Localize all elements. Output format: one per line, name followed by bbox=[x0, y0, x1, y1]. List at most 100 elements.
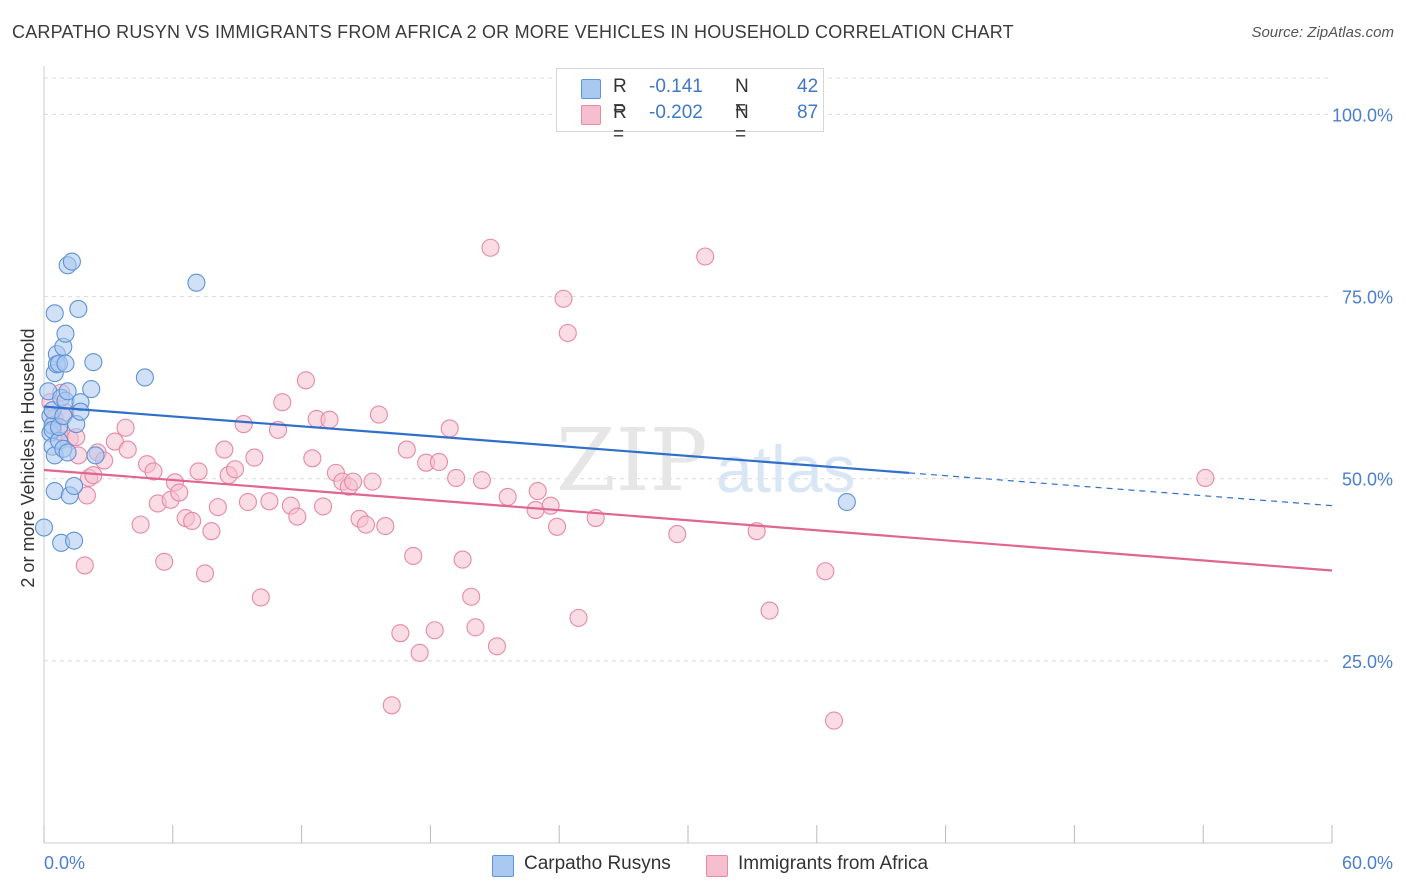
point-carpatho-rusyns bbox=[84, 353, 103, 372]
point-immigrants-from-africa bbox=[429, 452, 449, 472]
point-immigrants-from-africa bbox=[105, 432, 124, 451]
n-label: N = bbox=[735, 102, 749, 145]
series-legend: Carpatho Rusyns Immigrants from Africa bbox=[0, 852, 1406, 878]
point-immigrants-from-africa bbox=[541, 496, 560, 515]
point-immigrants-from-africa bbox=[356, 515, 376, 534]
carpatho-swatch bbox=[492, 855, 514, 877]
n-label: N = bbox=[735, 76, 749, 119]
africa-swatch bbox=[581, 105, 601, 125]
point-immigrants-from-africa bbox=[238, 492, 257, 512]
x-tick-label-max: 60.0% bbox=[1342, 853, 1393, 873]
point-immigrants-from-africa bbox=[558, 323, 577, 343]
point-immigrants-from-africa bbox=[526, 500, 545, 520]
point-immigrants-from-africa bbox=[320, 410, 339, 429]
point-carpatho-rusyns bbox=[71, 402, 90, 421]
point-immigrants-from-africa bbox=[131, 515, 150, 534]
point-immigrants-from-africa bbox=[202, 522, 221, 541]
point-immigrants-from-africa bbox=[118, 440, 137, 459]
n-value: 87 bbox=[797, 102, 819, 123]
trend-line-immigrants-from-africa bbox=[43, 468, 1333, 572]
point-immigrants-from-africa bbox=[462, 587, 481, 606]
point-immigrants-from-africa bbox=[466, 618, 485, 637]
r-value: -0.202 bbox=[649, 102, 703, 123]
point-immigrants-from-africa bbox=[363, 472, 382, 491]
y-tick-label: 25.0% bbox=[1342, 652, 1393, 672]
point-immigrants-from-africa bbox=[344, 472, 363, 491]
r-label: R = bbox=[613, 76, 627, 119]
point-immigrants-from-africa bbox=[75, 556, 94, 575]
point-immigrants-from-africa bbox=[369, 405, 388, 424]
series-carpatho-rusyns bbox=[34, 252, 856, 552]
point-immigrants-from-africa bbox=[116, 418, 135, 437]
point-immigrants-from-africa bbox=[528, 482, 547, 501]
trend-lines bbox=[43, 405, 1333, 572]
point-immigrants-from-africa bbox=[155, 552, 174, 571]
point-immigrants-from-africa bbox=[245, 448, 264, 467]
point-immigrants-from-africa bbox=[498, 487, 517, 506]
point-immigrants-from-africa bbox=[668, 525, 687, 544]
y-tick-label: 100.0% bbox=[1332, 105, 1393, 125]
watermark: ZIP atlas bbox=[556, 411, 855, 511]
tick-labels: 25.0% 50.0% 75.0% 100.0% 0.0% 60.0% bbox=[44, 105, 1393, 873]
point-immigrants-from-africa bbox=[226, 460, 245, 479]
watermark-atlas: atlas bbox=[716, 432, 855, 506]
point-immigrants-from-africa bbox=[481, 238, 500, 257]
point-immigrants-from-africa bbox=[487, 637, 506, 656]
point-immigrants-from-africa bbox=[824, 711, 844, 730]
point-carpatho-rusyns bbox=[62, 252, 81, 271]
trend-extension-carpatho-rusyns bbox=[909, 472, 1333, 507]
point-immigrants-from-africa bbox=[382, 696, 401, 715]
point-immigrants-from-africa bbox=[425, 621, 444, 640]
point-immigrants-from-africa bbox=[215, 440, 234, 459]
y-tick-label: 75.0% bbox=[1342, 288, 1393, 308]
point-immigrants-from-africa bbox=[548, 517, 567, 536]
r-value: -0.141 bbox=[649, 76, 703, 97]
point-immigrants-from-africa bbox=[816, 562, 835, 581]
point-immigrants-from-africa bbox=[554, 289, 573, 308]
point-carpatho-rusyns bbox=[65, 531, 84, 550]
y-axis-label: 2 or more Vehicles in Household bbox=[18, 328, 38, 587]
point-immigrants-from-africa bbox=[303, 449, 322, 468]
point-immigrants-from-africa bbox=[404, 546, 423, 565]
y-tick-label: 50.0% bbox=[1342, 470, 1393, 490]
point-immigrants-from-africa bbox=[314, 497, 333, 516]
source-label: Source: ZipAtlas.com bbox=[1251, 24, 1394, 41]
point-immigrants-from-africa bbox=[569, 608, 588, 627]
point-carpatho-rusyns bbox=[837, 492, 856, 512]
point-immigrants-from-africa bbox=[391, 624, 410, 643]
point-immigrants-from-africa bbox=[1196, 468, 1215, 488]
point-immigrants-from-africa bbox=[397, 440, 416, 459]
point-carpatho-rusyns bbox=[45, 482, 64, 501]
point-immigrants-from-africa bbox=[453, 550, 472, 569]
point-immigrants-from-africa bbox=[260, 492, 279, 511]
point-carpatho-rusyns bbox=[58, 382, 77, 401]
point-immigrants-from-africa bbox=[273, 393, 292, 412]
point-immigrants-from-africa bbox=[170, 483, 189, 502]
stats-legend: R = -0.141 N = 42 R = -0.202 N = 87 bbox=[556, 68, 824, 145]
point-carpatho-rusyns bbox=[187, 273, 206, 292]
point-immigrants-from-africa bbox=[440, 419, 459, 438]
point-carpatho-rusyns bbox=[135, 368, 154, 387]
watermark-zip: ZIP bbox=[556, 411, 708, 511]
point-immigrants-from-africa bbox=[288, 507, 307, 526]
legend-label: Carpatho Rusyns bbox=[524, 853, 671, 874]
gridlines bbox=[44, 77, 1332, 662]
point-immigrants-from-africa bbox=[296, 371, 315, 390]
point-carpatho-rusyns bbox=[65, 476, 84, 496]
point-immigrants-from-africa bbox=[208, 498, 227, 517]
point-immigrants-from-africa bbox=[144, 462, 163, 481]
point-carpatho-rusyns bbox=[56, 354, 75, 373]
point-immigrants-from-africa bbox=[410, 643, 429, 662]
x-tick-label-min: 0.0% bbox=[44, 853, 85, 873]
trend-line-carpatho-rusyns bbox=[43, 405, 910, 474]
chart-title: CARPATHO RUSYN VS IMMIGRANTS FROM AFRICA… bbox=[12, 22, 1014, 42]
point-immigrants-from-africa bbox=[189, 462, 208, 481]
point-carpatho-rusyns bbox=[82, 380, 101, 399]
africa-swatch bbox=[706, 855, 728, 877]
legend-label: Immigrants from Africa bbox=[738, 853, 929, 874]
carpatho-swatch bbox=[581, 79, 601, 99]
r-label: R = bbox=[613, 102, 627, 145]
point-carpatho-rusyns bbox=[58, 443, 77, 462]
axes bbox=[43, 66, 1333, 844]
